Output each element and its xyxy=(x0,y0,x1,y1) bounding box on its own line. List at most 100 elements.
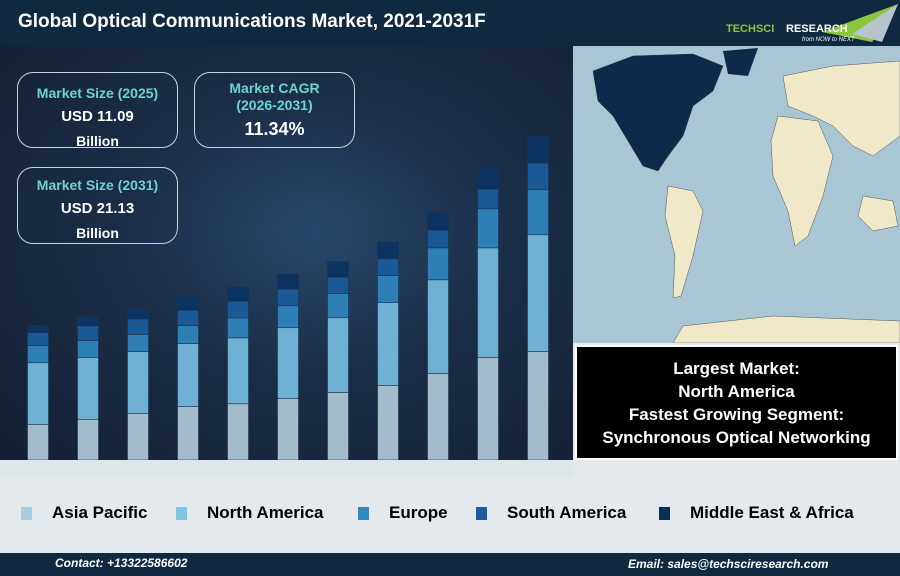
legend-swatch xyxy=(358,506,369,520)
legend-swatch xyxy=(476,506,487,520)
bar-segment-north-america xyxy=(177,343,199,407)
bar-segment-europe xyxy=(227,317,249,339)
legend: Asia Pacific North America Europe South … xyxy=(0,477,900,553)
bar-segment-north-america xyxy=(327,317,349,393)
legend-item: Middle East & Africa xyxy=(659,503,854,523)
svg-text:from NOW to NEXT: from NOW to NEXT xyxy=(802,37,856,43)
legend-label: Middle East & Africa xyxy=(690,503,854,522)
bar-segment-middle-east-africa xyxy=(127,307,149,320)
footer: Contact: +13322586602 Email: sales@techs… xyxy=(0,553,900,576)
contact-email: Email: sales@techsciresearch.com xyxy=(628,557,829,571)
bar-segment-north-america xyxy=(377,302,399,386)
bar-segment-south-america xyxy=(127,318,149,335)
bar-segment-asia-pacific xyxy=(377,385,399,461)
x-axis xyxy=(0,460,573,477)
legend-label: North America xyxy=(207,503,324,522)
techsci-logo: TECHSCI RESEARCH from NOW to NEXT xyxy=(726,4,898,43)
bar-segment-asia-pacific xyxy=(477,357,499,461)
kpi-value: 11.34% xyxy=(244,119,305,139)
legend-item: Asia Pacific xyxy=(21,503,147,523)
contact-phone: Contact: +13322586602 xyxy=(55,556,188,570)
bar-segment-middle-east-africa xyxy=(27,324,49,333)
bar-segment-middle-east-africa xyxy=(427,212,449,231)
legend-item: South America xyxy=(476,503,626,523)
bar-segment-europe xyxy=(277,305,299,329)
legend-swatch xyxy=(176,506,187,520)
bar-segment-north-america xyxy=(277,327,299,399)
bar-segment-south-america xyxy=(77,325,99,341)
bar-segment-europe xyxy=(27,345,49,364)
stacked-bar-chart: 202120222023202420252026E2027F2028F2029F… xyxy=(26,136,554,476)
kpi-label: Market CAGR xyxy=(229,80,320,96)
bar-segment-middle-east-africa xyxy=(327,261,349,278)
kpi-market-size-2031: Market Size (2031) USD 21.13 Billion xyxy=(17,167,178,244)
legend-item: Europe xyxy=(358,503,448,523)
legend-swatch xyxy=(659,506,670,520)
bar-segment-south-america xyxy=(227,300,249,319)
bar-segment-north-america xyxy=(477,247,499,358)
bar-segment-middle-east-africa xyxy=(377,241,399,260)
bar-segment-europe xyxy=(477,208,499,249)
legend-label: Europe xyxy=(389,503,448,522)
bar-segment-asia-pacific xyxy=(27,424,49,461)
legend-label: South America xyxy=(507,503,627,522)
world-map xyxy=(573,46,900,344)
bar-segment-europe xyxy=(427,247,449,281)
bar-segment-middle-east-africa xyxy=(177,296,199,311)
bar-segment-asia-pacific xyxy=(177,406,199,461)
bar-segment-middle-east-africa xyxy=(77,316,99,327)
bar-segment-asia-pacific xyxy=(77,418,99,461)
fastest-segment-value: Synchronous Optical Networking xyxy=(602,428,871,447)
largest-market-label: Largest Market: xyxy=(673,359,800,378)
bar-segment-south-america xyxy=(377,258,399,276)
bar-segment-south-america xyxy=(27,332,49,346)
legend-item: North America xyxy=(176,503,324,523)
bar-segment-europe xyxy=(377,275,399,303)
bar-segment-asia-pacific xyxy=(427,373,449,461)
bar-segment-north-america xyxy=(27,362,49,425)
bar-segment-south-america xyxy=(277,288,299,307)
kpi-unit: Billion xyxy=(76,133,119,149)
legend-swatch xyxy=(21,506,32,520)
largest-market-value: North America xyxy=(678,382,795,401)
bar-segment-north-america xyxy=(427,279,449,374)
bar-segment-north-america xyxy=(127,351,149,414)
bar-segment-north-america xyxy=(77,357,99,420)
svg-text:TECHSCI: TECHSCI xyxy=(726,23,774,35)
kpi-unit: Billion xyxy=(76,225,119,241)
bar-segment-europe xyxy=(127,334,149,352)
bar-segment-middle-east-africa xyxy=(527,136,549,164)
bar-segment-asia-pacific xyxy=(277,398,299,461)
bar-segment-north-america xyxy=(527,234,549,352)
bar-segment-europe xyxy=(527,189,549,236)
header: Global Optical Communications Market, 20… xyxy=(0,0,900,46)
bar-segment-asia-pacific xyxy=(227,403,249,461)
kpi-market-cagr: Market CAGR (2026-2031) 11.34% xyxy=(194,72,355,148)
page-title: Global Optical Communications Market, 20… xyxy=(18,11,486,32)
bar-segment-south-america xyxy=(427,229,449,249)
kpi-label: Market Size (2031) xyxy=(36,177,159,193)
svg-text:RESEARCH: RESEARCH xyxy=(786,23,848,35)
kpi-label: Market Size (2025) xyxy=(36,85,159,101)
bar-segment-middle-east-africa xyxy=(277,273,299,290)
kpi-value: USD 11.09 xyxy=(61,108,134,125)
kpi-market-size-2025: Market Size (2025) USD 11.09 Billion xyxy=(17,72,178,149)
bar-segment-north-america xyxy=(227,337,249,405)
legend-label: Asia Pacific xyxy=(52,503,148,522)
world-map-graphic xyxy=(592,48,900,344)
market-highlights: Largest Market: North America Fastest Gr… xyxy=(575,345,898,460)
bar-segment-middle-east-africa xyxy=(227,287,249,302)
bar-segment-south-america xyxy=(527,162,549,191)
bar-segment-south-america xyxy=(327,276,349,294)
bar-segment-asia-pacific xyxy=(527,351,549,461)
bar-segment-south-america xyxy=(177,309,199,327)
bar-segment-europe xyxy=(177,325,199,344)
fastest-segment-label: Fastest Growing Segment: xyxy=(628,405,845,424)
bar-segment-middle-east-africa xyxy=(477,168,499,190)
bar-segment-south-america xyxy=(477,188,499,210)
kpi-value: USD 21.13 xyxy=(60,200,135,217)
bar-segment-europe xyxy=(327,293,349,319)
kpi-label-period: (2026-2031) xyxy=(236,97,313,113)
bar-segment-asia-pacific xyxy=(327,392,349,461)
bar-segment-europe xyxy=(77,340,99,358)
